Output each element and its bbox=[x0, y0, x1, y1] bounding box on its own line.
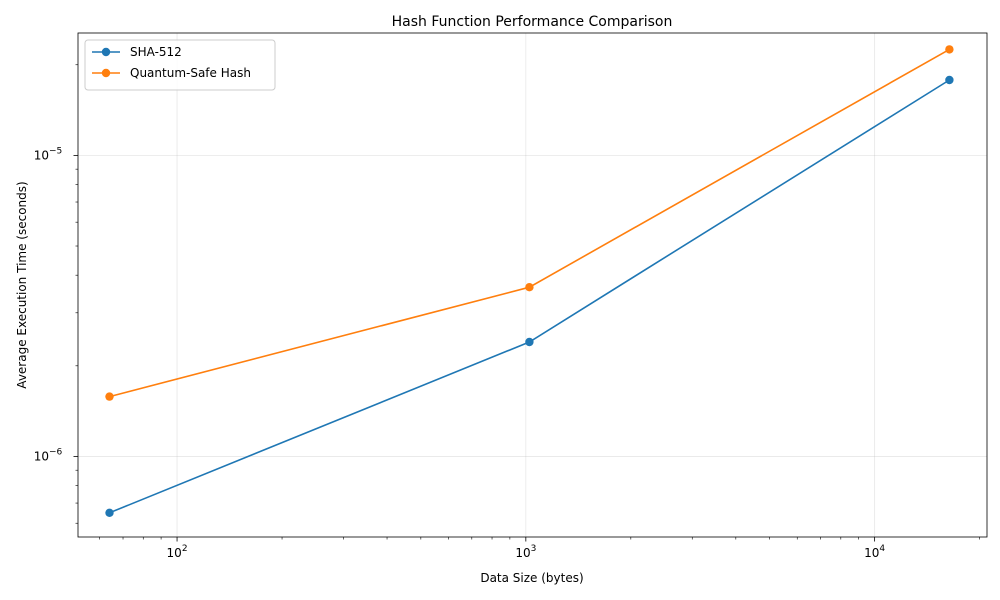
legend-label-quantum-safe-hash: Quantum-Safe Hash bbox=[130, 66, 251, 80]
y-axis-label: Average Execution Time (seconds) bbox=[15, 181, 29, 388]
data-point-quantum-safe-hash bbox=[945, 45, 954, 54]
plot-area-frame bbox=[77, 32, 988, 538]
legend-items: SHA-512 Quantum-Safe Hash bbox=[92, 45, 251, 80]
x-tick-label: 102 bbox=[167, 544, 188, 560]
series-layer bbox=[105, 45, 954, 517]
x-tick-label: 103 bbox=[515, 544, 536, 560]
chart-title: Hash Function Performance Comparison bbox=[392, 14, 673, 30]
data-point-sha-512 bbox=[105, 508, 114, 517]
legend-marker-sha-512 bbox=[101, 47, 111, 57]
x-tick-label: 104 bbox=[864, 544, 885, 560]
data-point-quantum-safe-hash bbox=[525, 283, 534, 292]
data-point-sha-512 bbox=[945, 75, 954, 85]
y-tick-label: 10−5 bbox=[34, 146, 63, 162]
legend-label-sha-512: SHA-512 bbox=[130, 45, 182, 59]
legend-box bbox=[84, 39, 276, 91]
axis-ticks: 102 103 104 10−6 10−5 bbox=[34, 64, 980, 560]
data-point-sha-512 bbox=[525, 337, 534, 347]
x-axis-label: Data Size (bytes) bbox=[480, 571, 583, 585]
data-point-quantum-safe-hash bbox=[105, 392, 114, 401]
y-tick-label: 10−6 bbox=[34, 447, 63, 463]
legend: SHA-512 Quantum-Safe Hash bbox=[84, 39, 276, 91]
legend-marker-quantum-safe-hash bbox=[101, 68, 111, 78]
